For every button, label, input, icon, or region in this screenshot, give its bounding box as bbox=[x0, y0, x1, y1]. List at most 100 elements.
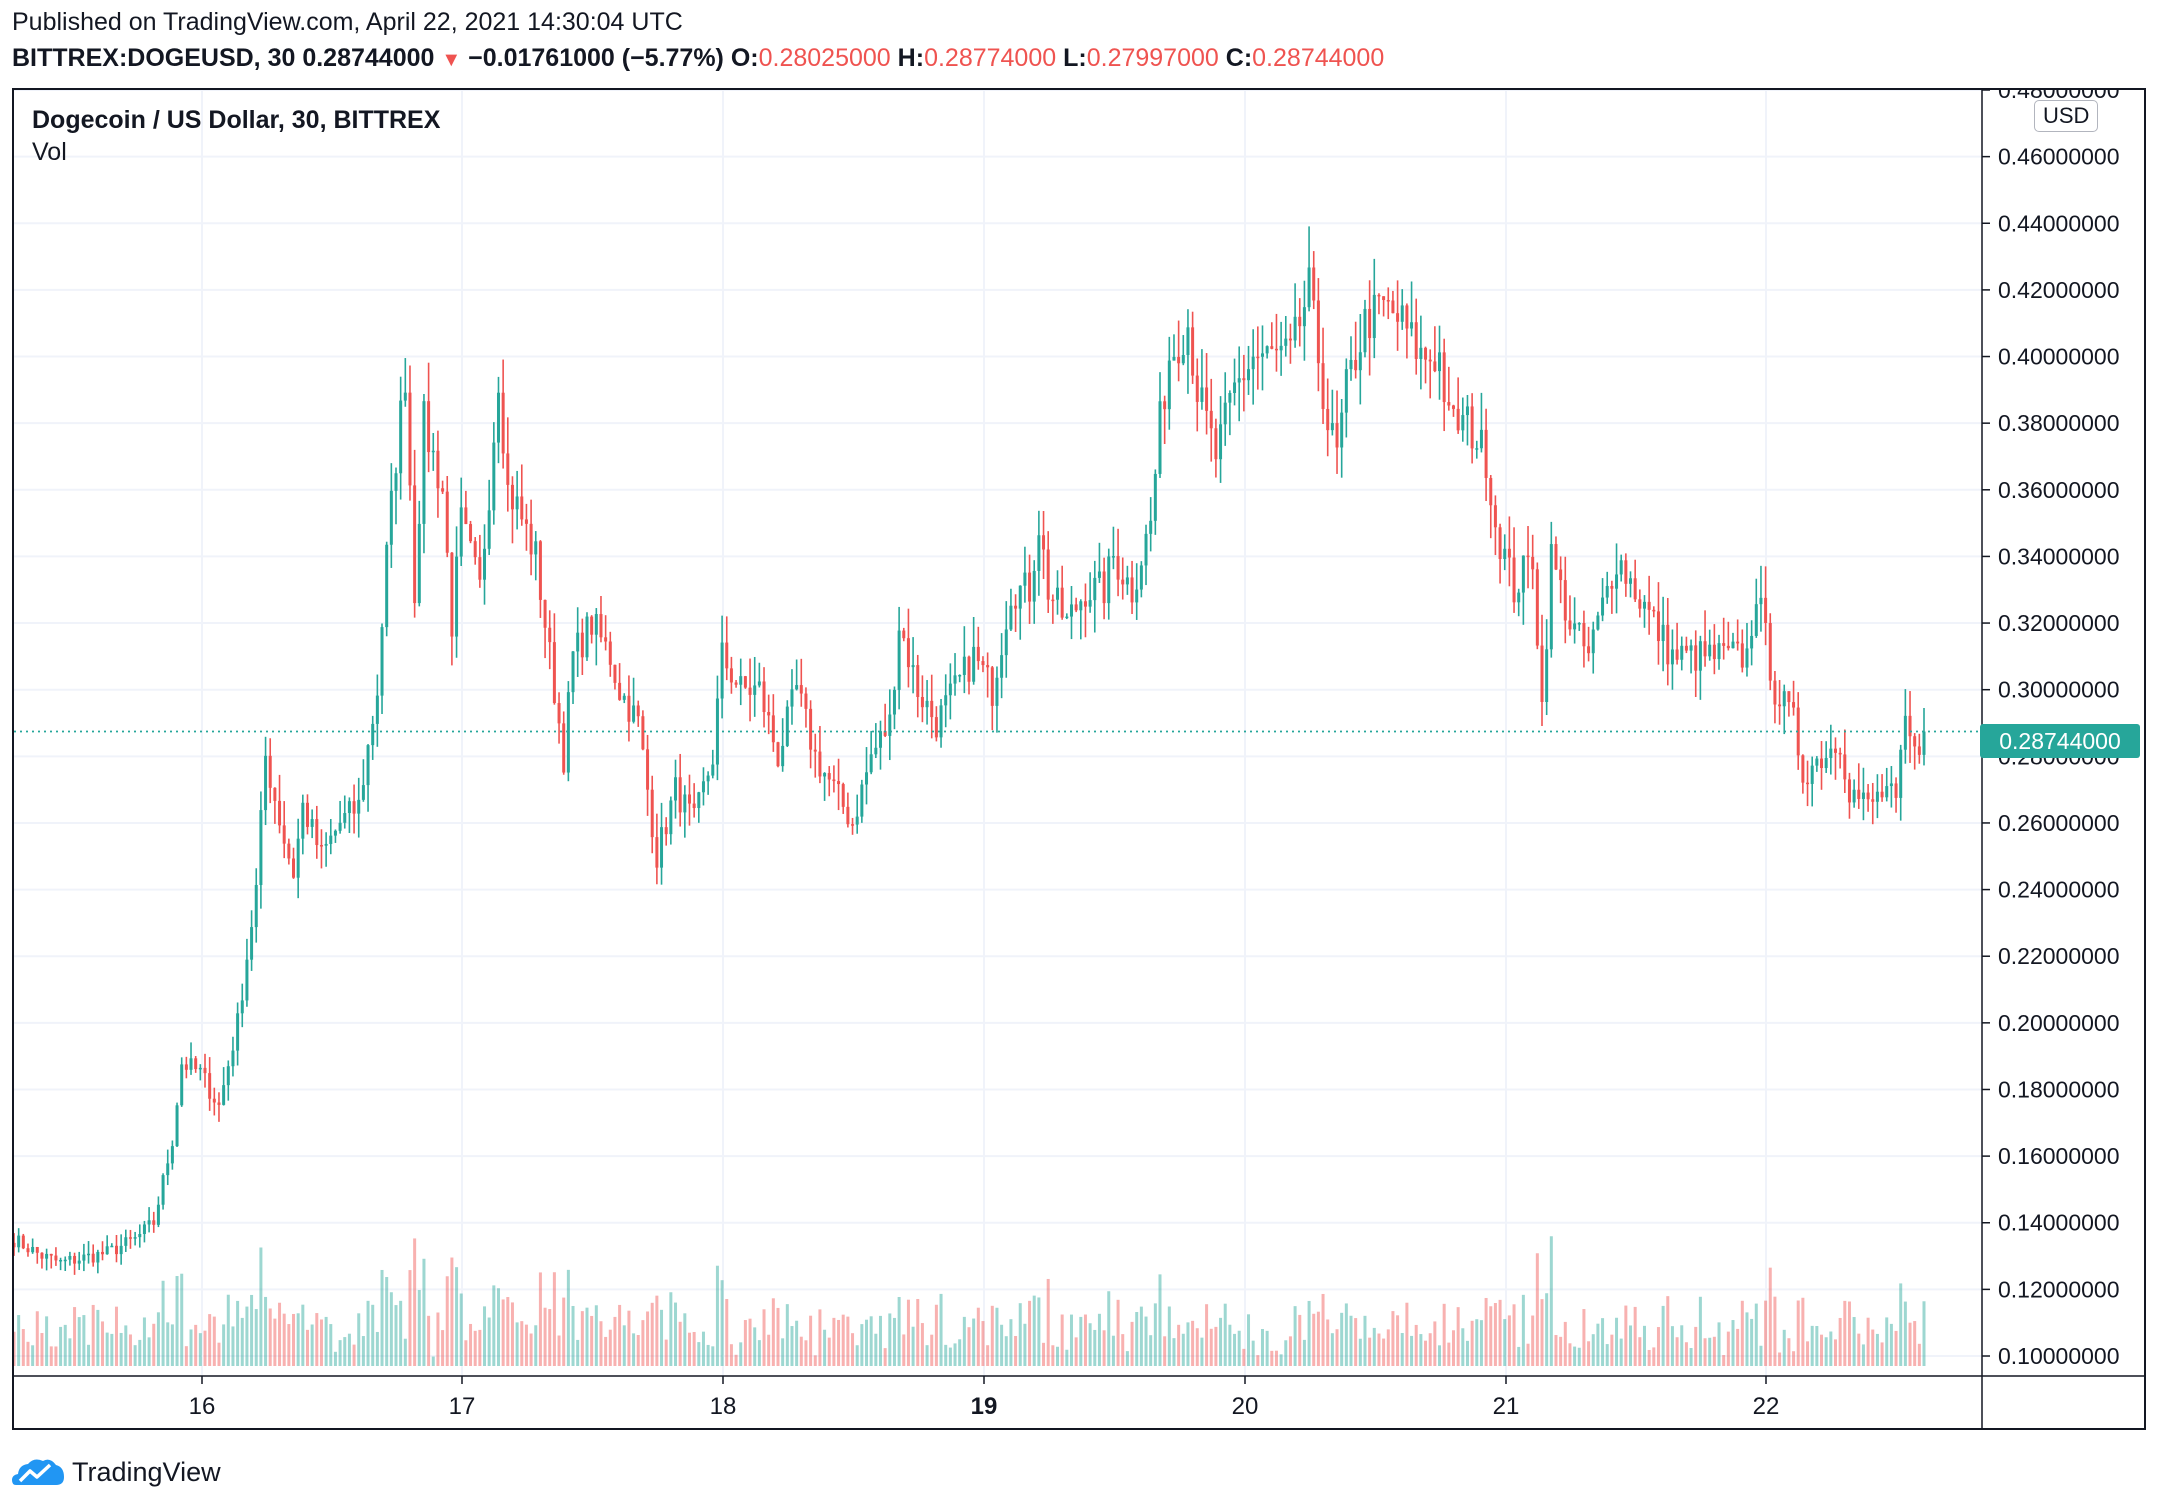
candle-body bbox=[385, 544, 389, 628]
candle-body bbox=[762, 681, 766, 713]
volume-bar bbox=[26, 1341, 30, 1366]
volume-bar bbox=[1465, 1340, 1469, 1366]
volume-bar bbox=[1424, 1340, 1428, 1366]
volume-bar bbox=[1512, 1304, 1516, 1366]
candle-body bbox=[920, 697, 924, 708]
candle-body bbox=[1237, 378, 1241, 383]
candle-body bbox=[338, 822, 342, 831]
volume-bar bbox=[1656, 1327, 1660, 1366]
candle-body bbox=[1838, 752, 1842, 755]
candle-body bbox=[1633, 578, 1637, 600]
candle-body bbox=[1750, 635, 1754, 649]
volume-bar bbox=[1493, 1303, 1497, 1366]
volume-bar bbox=[1433, 1321, 1437, 1366]
candle-body bbox=[1321, 363, 1325, 409]
high-label: H: bbox=[897, 44, 925, 72]
candle-body bbox=[1316, 300, 1320, 364]
volume-bar bbox=[1913, 1321, 1917, 1366]
candle-body bbox=[599, 614, 603, 638]
candle-body bbox=[310, 819, 314, 827]
y-tick-label: 0.44000000 bbox=[1998, 210, 2120, 236]
volume-bar bbox=[101, 1321, 105, 1366]
volume-bar bbox=[594, 1305, 598, 1366]
candle-body bbox=[580, 632, 584, 658]
candle-body bbox=[767, 712, 771, 716]
candle-body bbox=[990, 667, 994, 706]
volume-bar bbox=[501, 1299, 505, 1366]
volume-bar bbox=[1200, 1337, 1204, 1366]
candle-body bbox=[399, 400, 403, 474]
volume-bar bbox=[562, 1297, 566, 1366]
volume-bar bbox=[1582, 1309, 1586, 1366]
candle-body bbox=[660, 827, 664, 868]
candle-body bbox=[1144, 533, 1148, 566]
volume-bar bbox=[892, 1317, 896, 1366]
candle-body bbox=[445, 491, 449, 553]
volume-bar bbox=[1130, 1321, 1134, 1366]
candle-body bbox=[538, 541, 542, 600]
volume-bar bbox=[1307, 1300, 1311, 1366]
candlestick-chart[interactable]: 0.10000000 0.12000000 0.14000000 0.16000000… bbox=[14, 90, 2144, 1428]
candle-body bbox=[1195, 375, 1199, 402]
volume-bar bbox=[692, 1331, 696, 1366]
candle-body bbox=[1582, 623, 1586, 647]
candle-body bbox=[152, 1220, 156, 1225]
volume-bar bbox=[1615, 1317, 1619, 1366]
volume-bar bbox=[804, 1340, 808, 1366]
candle-body bbox=[743, 676, 747, 688]
volume-bar bbox=[986, 1345, 990, 1366]
candle-body bbox=[1568, 620, 1572, 630]
volume-bar bbox=[375, 1331, 379, 1366]
volume-bar bbox=[1456, 1307, 1460, 1366]
candle-body bbox=[389, 490, 393, 545]
candle-body bbox=[1787, 691, 1791, 703]
candle-body bbox=[962, 656, 966, 675]
volume-bar bbox=[1703, 1338, 1707, 1366]
candle-body bbox=[1875, 791, 1879, 802]
volume-bar bbox=[902, 1334, 906, 1366]
candle-body bbox=[1433, 361, 1437, 372]
candle-body bbox=[1694, 645, 1698, 671]
volume-bar bbox=[194, 1324, 198, 1366]
candle-body bbox=[222, 1085, 226, 1105]
volume-bar bbox=[366, 1300, 370, 1366]
volume-bar bbox=[967, 1327, 971, 1366]
volume-bar bbox=[35, 1311, 39, 1366]
volume-bar bbox=[1205, 1304, 1209, 1366]
candle-body bbox=[1186, 327, 1190, 356]
candle-body bbox=[613, 664, 617, 683]
volume-bar bbox=[343, 1337, 347, 1366]
volume-bar bbox=[347, 1333, 351, 1366]
volume-bar bbox=[1843, 1300, 1847, 1366]
volume-bar bbox=[1340, 1312, 1344, 1366]
candle-body bbox=[1726, 645, 1730, 649]
volume-bar bbox=[1689, 1348, 1693, 1366]
footer-brand[interactable]: TradingView bbox=[12, 1452, 221, 1492]
candle-body bbox=[1540, 645, 1544, 702]
volume-bar bbox=[618, 1304, 622, 1366]
volume-bar bbox=[436, 1312, 440, 1366]
down-arrow-icon: ▼ bbox=[441, 49, 462, 71]
volume-bar bbox=[641, 1320, 645, 1366]
candle-body bbox=[35, 1246, 39, 1253]
volume-bar bbox=[874, 1333, 878, 1366]
volume-bar bbox=[1661, 1305, 1665, 1366]
candle-body bbox=[1852, 789, 1856, 803]
volume-bar bbox=[1344, 1303, 1348, 1366]
volume-bar bbox=[1782, 1329, 1786, 1366]
candle-body bbox=[91, 1253, 95, 1263]
volume-bar bbox=[1573, 1346, 1577, 1366]
y-tick-label: 0.38000000 bbox=[1998, 410, 2120, 436]
volume-bar bbox=[781, 1338, 785, 1366]
candle-body bbox=[1116, 556, 1120, 580]
y-tick-label: 0.20000000 bbox=[1998, 1010, 2120, 1036]
currency-button[interactable]: USD bbox=[2034, 100, 2099, 132]
candle-body bbox=[925, 700, 929, 708]
volume-bar bbox=[1191, 1320, 1195, 1366]
volume-bar bbox=[119, 1332, 123, 1366]
candle-body bbox=[45, 1253, 49, 1259]
volume-bar bbox=[422, 1258, 426, 1366]
volume-bar bbox=[1801, 1297, 1805, 1366]
candle-body bbox=[1745, 648, 1749, 668]
volume-bar bbox=[1484, 1297, 1488, 1366]
